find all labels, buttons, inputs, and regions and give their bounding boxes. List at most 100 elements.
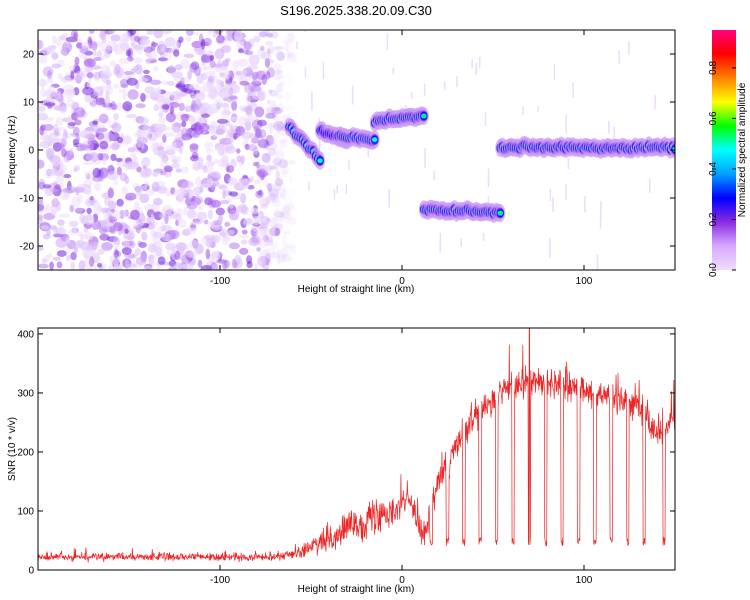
spectrogram-noise-blob: [55, 237, 68, 248]
spectrogram-noise-blob: [274, 149, 285, 161]
spectrogram-noise-blob: [258, 237, 269, 248]
spectrogram-noise-blob: [83, 228, 89, 233]
spectrogram-noise-blob: [160, 46, 166, 53]
spectrogram-noise-blob: [165, 112, 176, 123]
spectrogram-noise-blob: [40, 78, 46, 87]
spectrogram-noise-blob: [214, 146, 226, 152]
spectrogram-noise-blob: [155, 123, 162, 128]
spectrogram-noise-blob: [268, 227, 281, 237]
spectrogram-noise-blob: [220, 199, 230, 205]
spectrogram-noise-blob: [97, 248, 105, 255]
spectrogram-noise-blob: [68, 65, 76, 71]
spectrogram-noise-blob: [75, 133, 80, 144]
snr-panel: -100 0 100 0 100 200 300 400 Height of straigh…: [7, 327, 676, 595]
spectrogram-noise-blob: [244, 120, 252, 132]
spectrogram-noise-blob: [55, 116, 63, 127]
colorbar: 0.0 0.2 0.4 0.6 0.8 Normalized spectral ampl…: [708, 30, 748, 277]
spectrogram-noise-blob: [228, 209, 240, 221]
spectrogram-noise-blob: [265, 71, 271, 80]
spectrogram-noise-blob: [84, 231, 94, 241]
spectrogram-noise-blob: [233, 132, 238, 140]
spectrogram-noise-blob: [171, 142, 178, 152]
spectrogram-noise-blob: [277, 116, 288, 124]
spectrogram-noise-blob: [157, 150, 166, 159]
spectrogram-noise-blob: [177, 196, 185, 204]
spectrogram-y-axis-label: Frequency (Hz): [7, 116, 18, 185]
spectrogram-noise-blob: [259, 45, 265, 51]
spectrogram-noise-blob: [280, 170, 288, 177]
spectrogram-noise-blob: [226, 94, 238, 104]
spectrogram-noise-blob: [127, 147, 136, 153]
spectrogram-noise-blob: [269, 89, 279, 97]
spectrogram-noise-blob: [163, 132, 175, 137]
spectrogram-noise-blob: [279, 81, 286, 86]
spectrogram-noise-blob: [174, 64, 183, 71]
spectrogram-noise-blob: [128, 240, 136, 249]
spectrogram-streak: [552, 196, 554, 212]
spectrogram-noise-blob: [181, 180, 194, 189]
spectrogram-noise-blob: [206, 70, 216, 76]
spectrogram-streak: [572, 82, 574, 98]
spectrogram-noise-blob: [270, 142, 278, 151]
spectrogram-noise-blob: [95, 75, 100, 83]
spectrogram-x-axis-label: Height of straight line (km): [298, 284, 415, 295]
spectrogram-noise-blob: [192, 131, 200, 138]
spectrogram-noise-blob: [127, 161, 139, 170]
spectrogram-noise-blob: [276, 93, 283, 100]
spectrogram-noise-blob: [51, 197, 60, 208]
spectrogram-noise-blob: [268, 193, 277, 201]
spectrogram-noise-blob: [246, 260, 253, 269]
spectrogram-noise-blob: [123, 235, 135, 240]
spectrogram-noise-blob: [119, 209, 128, 218]
spectrogram-noise-blob: [274, 215, 284, 223]
spectrogram-noise-blob: [265, 195, 271, 205]
spectrogram-noise-blob: [158, 57, 168, 62]
spectrogram-noise-blob: [275, 69, 282, 74]
snr-x-axis-label: Height of straight line (km): [298, 584, 415, 595]
spectrogram-noise-blob: [210, 170, 221, 179]
spectrogram-noise-blob: [62, 89, 75, 100]
spectrogram-noise-blob: [182, 263, 194, 270]
spectrogram-noise-blob: [279, 141, 285, 150]
spectrogram-streak: [424, 148, 426, 168]
spectrogram-noise-blob: [113, 180, 119, 186]
spectrogram-noise-blob: [173, 263, 183, 268]
spectrogram-noise-blob: [255, 190, 264, 199]
spectrogram-noise-blob: [66, 98, 74, 108]
spectrogram-noise-blob: [96, 262, 103, 268]
spectrogram-noise-blob: [172, 41, 180, 51]
colorbar-tick-label: 0.0: [708, 263, 719, 277]
spectrogram-noise-blob: [93, 182, 101, 192]
spectrogram-noise-blob: [178, 36, 184, 43]
spectrogram-noise-blob: [134, 64, 143, 75]
spectrogram-noise-blob: [42, 66, 54, 77]
spectrogram-noise-blob: [278, 167, 290, 175]
spectrogram-noise-blob: [263, 223, 270, 228]
spectrogram-noise-blob: [93, 56, 102, 62]
spectrogram-noise-blob: [285, 229, 291, 235]
spectrogram-noise-blob: [245, 105, 253, 115]
spectrogram-noise-blob: [272, 158, 279, 166]
spectrogram-noise-blob: [64, 193, 70, 199]
spectrogram-noise-blob: [65, 255, 71, 261]
spectrogram-noise-blob: [147, 53, 153, 61]
spectrogram-noise-blob: [173, 49, 180, 57]
spectrogram-noise-blob: [38, 246, 44, 252]
spectrogram-streak: [304, 67, 307, 78]
spectrogram-noise-blob: [72, 167, 79, 173]
spectrogram-noise-blob: [270, 241, 279, 250]
spectrogram-noise-blob: [183, 53, 195, 59]
spectrogram-noise-blob: [260, 221, 270, 228]
spectrogram-noise-blob: [156, 95, 162, 106]
spectrogram-noise-blob: [276, 248, 282, 258]
spectrogram-noise-blob: [282, 52, 295, 62]
spectrogram-noise-blob: [98, 90, 104, 97]
spectrogram-noise-blob: [261, 165, 271, 174]
spectrogram-noise-blob: [266, 48, 271, 55]
spectrogram-noise-blob: [240, 69, 248, 76]
colorbar-label: Normalized spectral amplitude: [737, 82, 748, 217]
spectrogram-noise-blob: [138, 241, 147, 249]
spectrogram-noise-blob: [268, 124, 274, 134]
spectrogram-noise-blob: [177, 218, 187, 229]
spectrogram-noise-blob: [159, 213, 167, 219]
